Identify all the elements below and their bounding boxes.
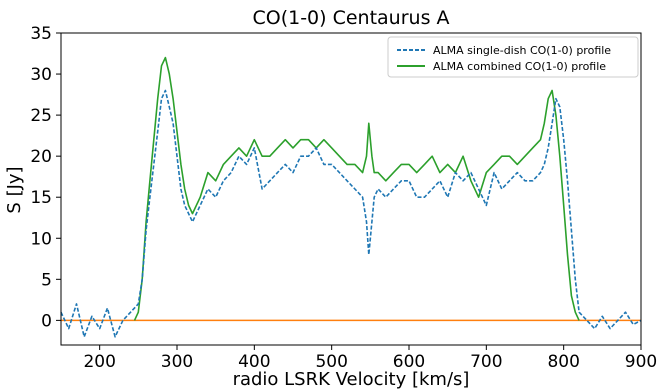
y-tick-label: 0 bbox=[41, 311, 52, 331]
x-tick-label: 700 bbox=[470, 352, 502, 372]
y-tick-label: 20 bbox=[30, 147, 52, 167]
y-tick-label: 35 bbox=[30, 24, 52, 44]
plot-lines bbox=[60, 56, 642, 338]
y-tick-label: 15 bbox=[30, 188, 52, 208]
x-axis: 200 300 400 500 600 700 800 900 bbox=[83, 345, 657, 372]
plot-frame bbox=[60, 32, 642, 346]
x-tick-label: 400 bbox=[238, 352, 270, 372]
y-tick-label: 25 bbox=[30, 106, 52, 126]
y-axis-title: S [Jy] bbox=[4, 166, 25, 213]
legend-box bbox=[387, 36, 639, 78]
y-tick-label: 10 bbox=[30, 229, 52, 249]
x-tick-label: 500 bbox=[315, 352, 347, 372]
x-tick-label: 900 bbox=[625, 352, 657, 372]
y-tick-label: 30 bbox=[30, 65, 52, 85]
chart-title: CO(1-0) Centaurus A bbox=[252, 7, 449, 29]
x-tick-label: 200 bbox=[83, 352, 115, 372]
x-tick-label: 800 bbox=[547, 352, 579, 372]
series-combined-line bbox=[133, 56, 580, 321]
legend-label-combined: ALMA combined CO(1-0) profile bbox=[433, 60, 606, 73]
x-axis-title: radio LSRK Velocity [km/s] bbox=[233, 369, 470, 390]
legend-label-single-dish: ALMA single-dish CO(1-0) profile bbox=[433, 44, 611, 57]
series-single-dish-line bbox=[60, 89, 642, 338]
y-axis: 0 5 10 15 20 25 30 35 bbox=[30, 24, 61, 331]
x-tick-label: 600 bbox=[393, 352, 425, 372]
legend: ALMA single-dish CO(1-0) profile ALMA co… bbox=[387, 36, 639, 78]
x-tick-label: 300 bbox=[161, 352, 193, 372]
y-tick-label: 5 bbox=[41, 270, 52, 290]
